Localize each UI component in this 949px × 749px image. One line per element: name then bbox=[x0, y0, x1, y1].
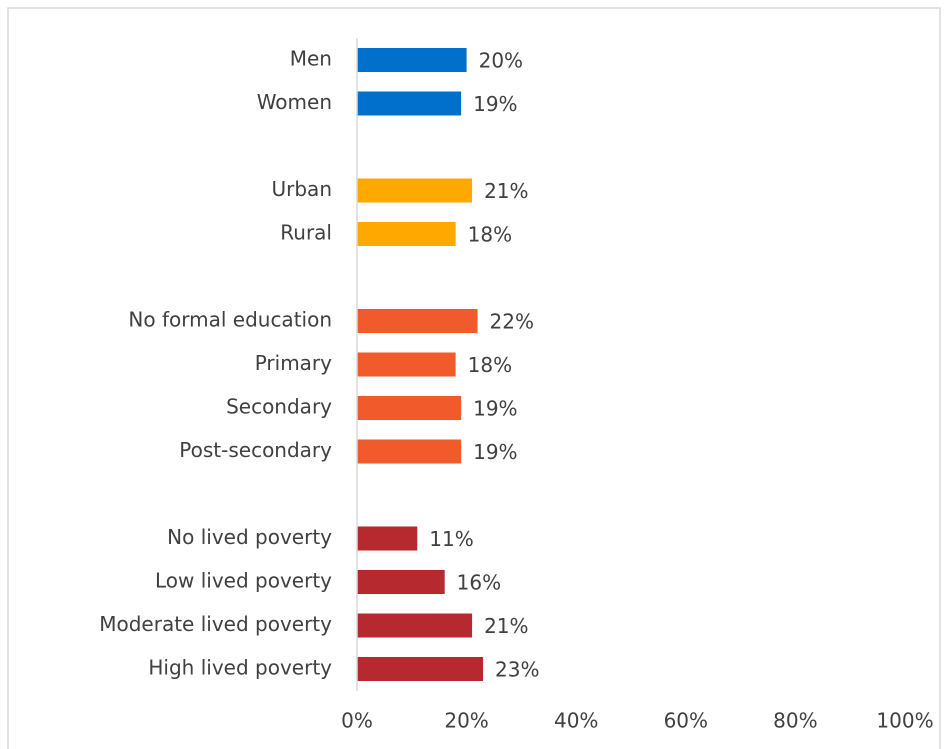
category-label: Post-secondary bbox=[179, 438, 332, 462]
value-label: 19% bbox=[473, 92, 517, 116]
bar bbox=[357, 570, 445, 594]
category-label: No formal education bbox=[128, 308, 332, 332]
bar bbox=[357, 613, 473, 638]
value-label: 19% bbox=[473, 440, 517, 464]
x-tick-label: 60% bbox=[664, 709, 708, 733]
value-label: 21% bbox=[484, 179, 528, 203]
value-label: 19% bbox=[473, 397, 517, 421]
chart-border bbox=[7, 7, 941, 749]
bar bbox=[357, 91, 462, 116]
bar bbox=[357, 48, 467, 72]
category-label: Moderate lived poverty bbox=[99, 612, 332, 636]
category-label: Secondary bbox=[226, 395, 332, 419]
value-label: 18% bbox=[468, 353, 512, 377]
bar bbox=[357, 439, 462, 464]
x-tick-label: 40% bbox=[554, 709, 598, 733]
bar bbox=[357, 657, 484, 681]
x-tick-label: 20% bbox=[444, 709, 488, 733]
bar bbox=[357, 526, 418, 551]
x-tick-label: 80% bbox=[773, 709, 817, 733]
value-label: 23% bbox=[495, 658, 539, 682]
value-label: 21% bbox=[484, 614, 528, 638]
value-label: 20% bbox=[479, 49, 523, 73]
category-label: Primary bbox=[255, 351, 332, 375]
bar bbox=[357, 309, 478, 333]
bar bbox=[357, 222, 456, 246]
bar bbox=[357, 178, 473, 203]
category-label: High lived poverty bbox=[148, 656, 332, 680]
bar bbox=[357, 396, 462, 420]
x-tick-label: 100% bbox=[876, 709, 933, 733]
bar bbox=[357, 352, 456, 377]
value-label: 11% bbox=[429, 527, 473, 551]
value-label: 16% bbox=[457, 571, 501, 595]
category-label: Women bbox=[257, 90, 332, 114]
category-label: No lived poverty bbox=[167, 525, 332, 549]
category-label: Low lived poverty bbox=[155, 569, 332, 593]
category-label: Rural bbox=[280, 221, 332, 245]
category-label: Urban bbox=[272, 177, 333, 201]
category-label: Men bbox=[290, 47, 332, 71]
value-label: 22% bbox=[490, 310, 534, 334]
x-tick-label: 0% bbox=[341, 709, 373, 733]
value-label: 18% bbox=[468, 223, 512, 247]
